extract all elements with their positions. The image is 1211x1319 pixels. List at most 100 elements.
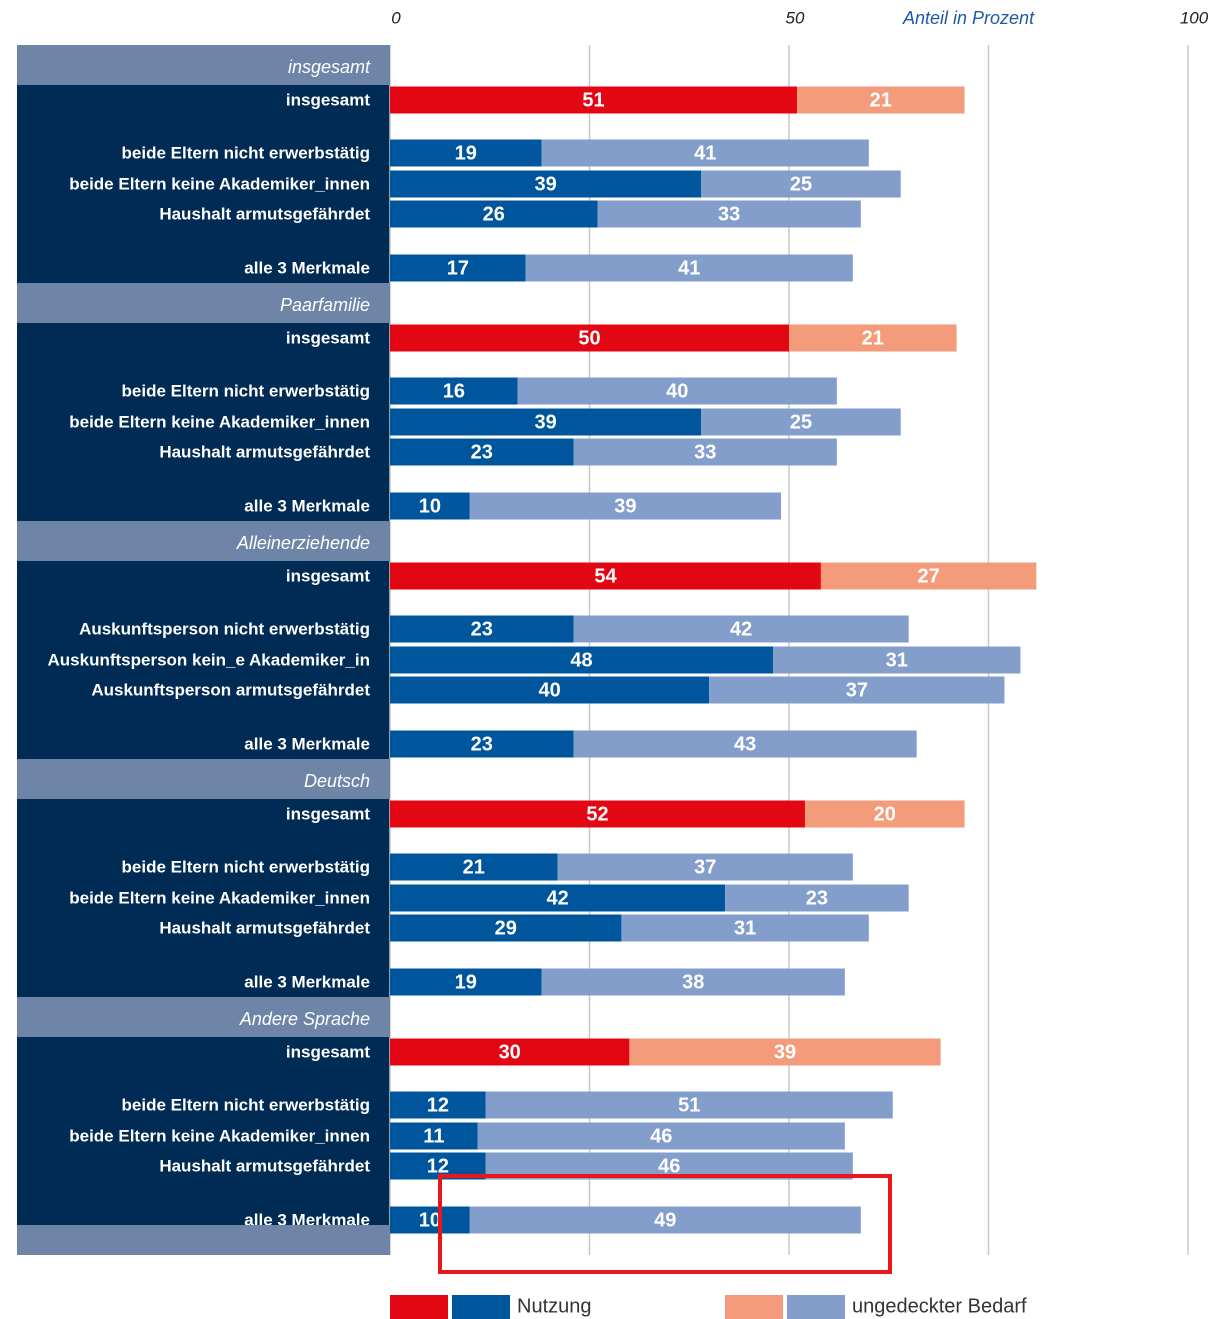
x-tick-label: 50 [786, 8, 805, 27]
bar-segment [390, 884, 726, 912]
group-label: Andere Sprache [239, 1009, 370, 1029]
value-label: 21 [870, 89, 892, 111]
legend-label: Nutzung [517, 1295, 592, 1317]
bar-segment [573, 438, 837, 466]
bar-segment [709, 676, 1005, 704]
bar-segment [789, 324, 957, 352]
group-label: Deutsch [304, 771, 370, 791]
bar-segment [390, 1091, 486, 1119]
row-label: beide Eltern keine Akademiker_innen [69, 888, 370, 907]
bar-segment [517, 377, 837, 405]
bottom-strip [17, 1225, 390, 1255]
bar-segment [390, 676, 710, 704]
bar-segment [469, 492, 782, 520]
bar-segment [621, 914, 869, 942]
value-label: 26 [483, 203, 505, 225]
bar-segment [541, 968, 845, 996]
row-label: insgesamt [286, 566, 370, 585]
row-label: beide Eltern keine Akademiker_innen [69, 1126, 370, 1145]
legend-swatch [725, 1295, 783, 1319]
value-label: 50 [578, 327, 600, 349]
row-label: Auskunftsperson nicht erwerbstätig [79, 619, 370, 638]
bar-segment [525, 254, 853, 282]
bar-segment [390, 1206, 470, 1234]
value-label: 38 [682, 971, 704, 993]
value-label: 21 [862, 327, 884, 349]
value-label: 19 [455, 971, 477, 993]
legend-swatch [390, 1295, 448, 1319]
bar-segment [725, 884, 909, 912]
legend-label: ungedeckter Bedarf [852, 1295, 1027, 1317]
group-header [17, 45, 390, 85]
bar-segment [701, 408, 901, 436]
row-label: alle 3 Merkmale [244, 734, 370, 753]
bar-segment [390, 200, 598, 228]
bar-segment [477, 1122, 845, 1150]
row-label: alle 3 Merkmale [244, 972, 370, 991]
value-label: 10 [419, 495, 441, 517]
value-label: 43 [734, 733, 756, 755]
value-label: 39 [614, 495, 636, 517]
bar-segment [390, 968, 542, 996]
bar-segment [390, 139, 542, 167]
bar-segment [485, 1091, 893, 1119]
bar-segment [390, 800, 805, 828]
x-tick-label: 0 [391, 8, 401, 27]
bar-segment [390, 492, 470, 520]
value-label: 40 [538, 679, 560, 701]
value-label: 23 [471, 441, 493, 463]
group-header [17, 283, 390, 323]
value-label: 23 [471, 733, 493, 755]
group-label: insgesamt [288, 57, 371, 77]
row-label: insgesamt [286, 1042, 370, 1061]
bar-segment [390, 408, 702, 436]
bar-segment [390, 86, 797, 114]
value-label: 42 [546, 887, 568, 909]
bar-segment [390, 615, 574, 643]
bar-segment [796, 86, 965, 114]
value-label: 33 [718, 203, 740, 225]
value-label: 12 [427, 1155, 449, 1177]
value-label: 19 [455, 142, 477, 164]
value-label: 51 [678, 1094, 700, 1116]
row-label: Auskunftsperson kein_e Akademiker_in [48, 650, 371, 669]
value-label: 39 [534, 411, 556, 433]
value-label: 25 [790, 411, 812, 433]
row-label: Auskunftsperson armutsgefährdet [91, 680, 370, 699]
legend-swatch [452, 1295, 510, 1319]
row-label: beide Eltern nicht erwerbstätig [122, 1095, 370, 1114]
bar-segment [573, 730, 917, 758]
row-label: alle 3 Merkmale [244, 258, 370, 277]
x-axis-label: Anteil in Prozent [902, 8, 1035, 28]
row-label: beide Eltern nicht erwerbstätig [122, 143, 370, 162]
bar-segment [390, 170, 702, 198]
value-label: 10 [419, 1209, 441, 1231]
bar-segment [541, 139, 869, 167]
value-label: 41 [694, 142, 716, 164]
bar-segment [390, 324, 789, 352]
row-label: beide Eltern keine Akademiker_innen [69, 412, 370, 431]
value-label: 37 [694, 856, 716, 878]
bar-segment [390, 1038, 630, 1066]
row-label: Haushalt armutsgefährdet [159, 918, 370, 937]
bar-segment [804, 800, 965, 828]
value-label: 12 [427, 1094, 449, 1116]
row-label: insgesamt [286, 804, 370, 823]
value-label: 40 [666, 380, 688, 402]
bar-segment [390, 254, 526, 282]
bar-segment [390, 646, 774, 674]
value-label: 52 [586, 803, 608, 825]
bar-segment [469, 1206, 861, 1234]
value-label: 31 [886, 649, 908, 671]
value-label: 21 [463, 856, 485, 878]
label-panel [17, 45, 390, 1255]
value-label: 30 [499, 1041, 521, 1063]
value-label: 17 [447, 257, 469, 279]
group-label: Alleinerziehende [236, 533, 370, 553]
bar-segment [597, 200, 861, 228]
value-label: 23 [471, 618, 493, 640]
value-label: 16 [443, 380, 465, 402]
value-label: 48 [570, 649, 592, 671]
value-label: 37 [846, 679, 868, 701]
value-label: 29 [495, 917, 517, 939]
